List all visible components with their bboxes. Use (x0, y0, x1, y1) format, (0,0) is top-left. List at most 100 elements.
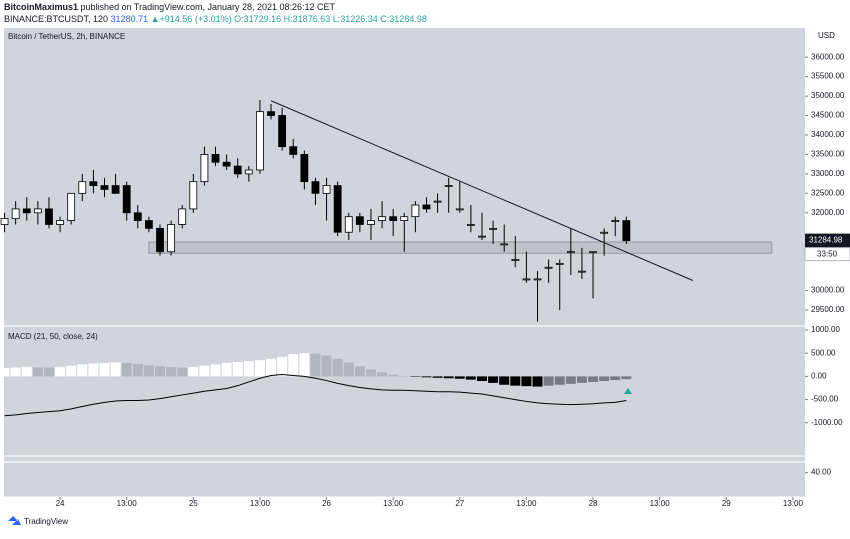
histogram-bar (44, 368, 54, 377)
histogram-bar (333, 359, 343, 377)
candle-body (145, 221, 152, 229)
histogram-bar (555, 376, 565, 384)
histogram-bar (22, 367, 32, 376)
histogram-bar (133, 364, 143, 377)
histogram-bar (0, 368, 10, 376)
candle-body (123, 186, 130, 213)
candle-body (534, 279, 541, 280)
candle-body (512, 259, 519, 260)
candle-body (168, 224, 175, 251)
candle-body (479, 236, 486, 237)
candle-body (601, 232, 608, 233)
y-tick-label: 40.00 (811, 468, 832, 477)
histogram-bar (222, 363, 232, 376)
y-tick-label: 34000.00 (811, 130, 845, 139)
histogram-bar (477, 376, 487, 381)
candle-body (45, 209, 52, 225)
candle-body (90, 182, 97, 186)
candle-body (68, 193, 75, 220)
published: published on TradingView.com, January 28… (81, 2, 336, 12)
histogram-bar (510, 376, 520, 385)
author: BitcoinMaximus1 (4, 2, 78, 12)
low: L:31226.34 (333, 14, 378, 24)
histogram-bar (299, 353, 309, 376)
candle-body (134, 213, 141, 221)
histogram-bar (577, 376, 587, 382)
x-tick-label: 28 (589, 499, 598, 508)
candle-body (157, 228, 164, 251)
x-tick-label: 13:00 (783, 499, 804, 508)
histogram-bar (288, 354, 298, 376)
y-tick-label: 34500.00 (811, 111, 845, 120)
candle-body (401, 217, 408, 221)
candle-body (556, 263, 563, 264)
histogram-bar (55, 367, 65, 376)
candle-body (612, 221, 619, 222)
histogram-bar (188, 367, 198, 376)
candle-body (234, 166, 241, 174)
histogram-bar (233, 362, 243, 376)
histogram-bar (388, 375, 398, 377)
candle-body (423, 205, 430, 209)
histogram-bar (421, 376, 431, 377)
candle-body (490, 228, 497, 229)
candle-body (445, 186, 452, 187)
candle-body (567, 252, 574, 253)
candle-body (245, 170, 252, 174)
candle-body (301, 154, 308, 181)
histogram-bar (344, 362, 354, 376)
candle-body (323, 186, 330, 194)
histogram-bar (111, 362, 121, 376)
y-tick-label: 1000.00 (811, 325, 840, 334)
candle-body (223, 162, 230, 166)
candle-body (312, 182, 319, 194)
candle-body (545, 267, 552, 268)
y-tick-label: 29500.00 (811, 305, 845, 314)
x-tick-label: 13:00 (516, 499, 537, 508)
candle-body (379, 217, 386, 221)
candle-body (190, 182, 197, 209)
candle-body (390, 217, 397, 221)
brand: TradingView (24, 517, 68, 526)
close: C:31284.98 (380, 14, 427, 24)
histogram-bar (499, 376, 509, 384)
y-tick-label: 0.00 (811, 372, 827, 381)
histogram-bar (166, 367, 176, 376)
histogram-bar (455, 376, 465, 378)
histogram-bar (377, 372, 387, 376)
candle-body (501, 244, 508, 245)
candle-body (1, 219, 8, 225)
x-tick-label: 13:00 (650, 499, 671, 508)
histogram-bar (177, 368, 187, 377)
header-line: BitcoinMaximus1 published on TradingView… (4, 2, 336, 12)
candle-body (456, 209, 463, 210)
candle-body (212, 154, 219, 162)
candle-body (467, 224, 474, 225)
histogram-bar (310, 354, 320, 377)
histogram-bar (199, 366, 209, 377)
candle-body (34, 209, 41, 213)
histogram-bar (11, 368, 21, 377)
y-tick-label: 35000.00 (811, 91, 845, 100)
candle-body (290, 147, 297, 155)
y-tick-label: 500.00 (811, 348, 836, 357)
candle-body (367, 221, 374, 225)
histogram-bar (266, 359, 276, 377)
candle-body (256, 112, 263, 170)
histogram-bar (66, 366, 76, 377)
histogram-bar (521, 376, 531, 386)
histogram-bar (155, 366, 165, 376)
candle-body (590, 252, 597, 253)
y-tick-label: -1000.00 (811, 418, 843, 427)
histogram-bar (322, 356, 332, 377)
histogram-bar (277, 357, 287, 376)
y-tick-label: 33000.00 (811, 169, 845, 178)
candle-body (201, 154, 208, 181)
candle-body (279, 116, 286, 147)
x-tick-label: 25 (189, 499, 198, 508)
histogram-bar (99, 363, 109, 376)
y-tick-label: 36000.00 (811, 52, 845, 61)
candle-body (345, 217, 352, 233)
histogram-bar (488, 376, 498, 382)
